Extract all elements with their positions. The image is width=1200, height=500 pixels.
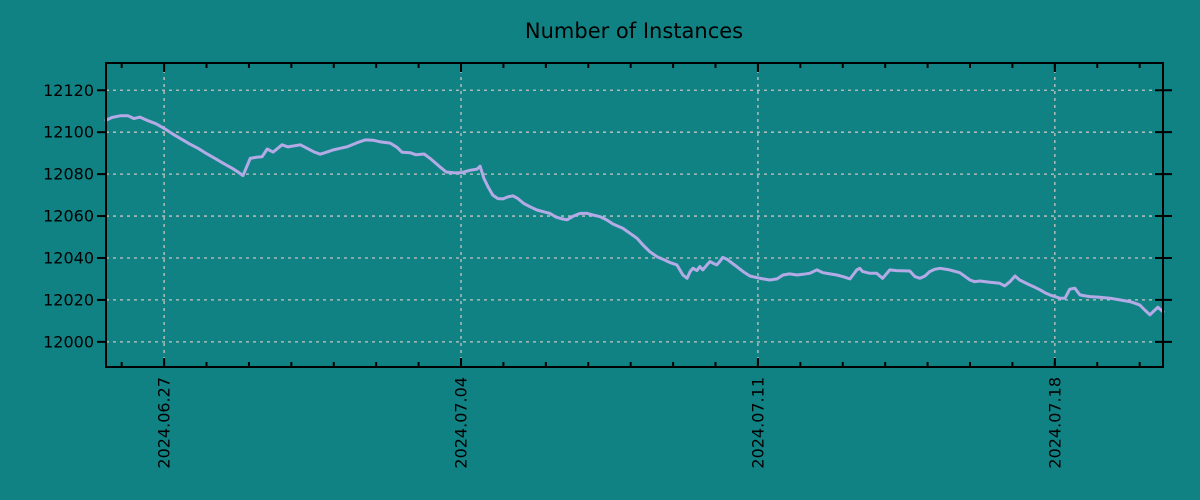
chart-title: Number of Instances — [525, 19, 743, 43]
x-tick-label: 2024.07.04 — [452, 377, 471, 469]
y-tick-label: 12120 — [43, 81, 94, 100]
plot-border — [105, 62, 1164, 368]
y-tick-label: 12100 — [43, 123, 94, 142]
y-tick-label: 12020 — [43, 290, 94, 309]
y-tick-label: 12000 — [43, 332, 94, 351]
chart-plot: 12000 12020 12040 12060 12080 12100 12120 2024.… — [43, 62, 1172, 469]
x-tick-label: 2024.07.18 — [1045, 377, 1064, 469]
x-tick-label: 2024.07.11 — [748, 377, 767, 469]
y-tick-label: 12060 — [43, 207, 94, 226]
y-tick-label: 12040 — [43, 248, 94, 267]
y-tick-label: 12080 — [43, 165, 94, 184]
x-tick-label: 2024.06.27 — [155, 377, 174, 469]
series-line-instances — [104, 114, 1165, 317]
